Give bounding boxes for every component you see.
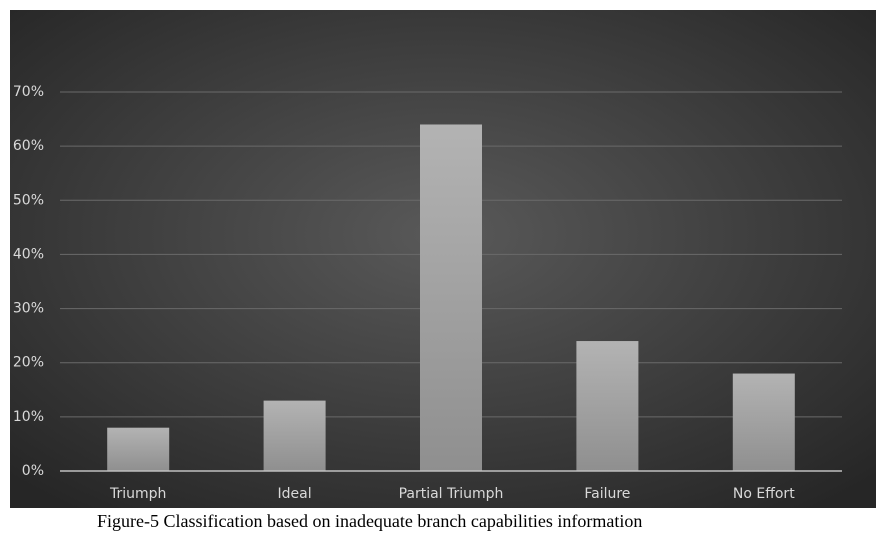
- y-tick-label: 30%: [13, 301, 44, 317]
- x-tick-label: Triumph: [109, 486, 166, 502]
- bar: [732, 373, 795, 471]
- x-tick-label: Ideal: [278, 486, 312, 502]
- x-tick-label: No Effort: [733, 486, 795, 502]
- x-tick-label: Partial Triumph: [399, 486, 504, 502]
- bar: [107, 427, 170, 471]
- y-tick-label: 70%: [13, 84, 44, 100]
- y-tick-label: 50%: [13, 192, 44, 208]
- y-tick-label: 60%: [13, 138, 44, 154]
- bar: [263, 400, 326, 471]
- y-tick-label: 20%: [13, 355, 44, 371]
- bar: [576, 341, 639, 471]
- caption: Figure-5 Classification based on inadequ…: [97, 511, 642, 531]
- bar: [420, 124, 482, 471]
- x-tick-label: Failure: [584, 486, 630, 502]
- y-tick-label: 10%: [13, 409, 44, 425]
- y-tick-label: 40%: [13, 246, 44, 262]
- y-tick-label: 0%: [22, 463, 44, 479]
